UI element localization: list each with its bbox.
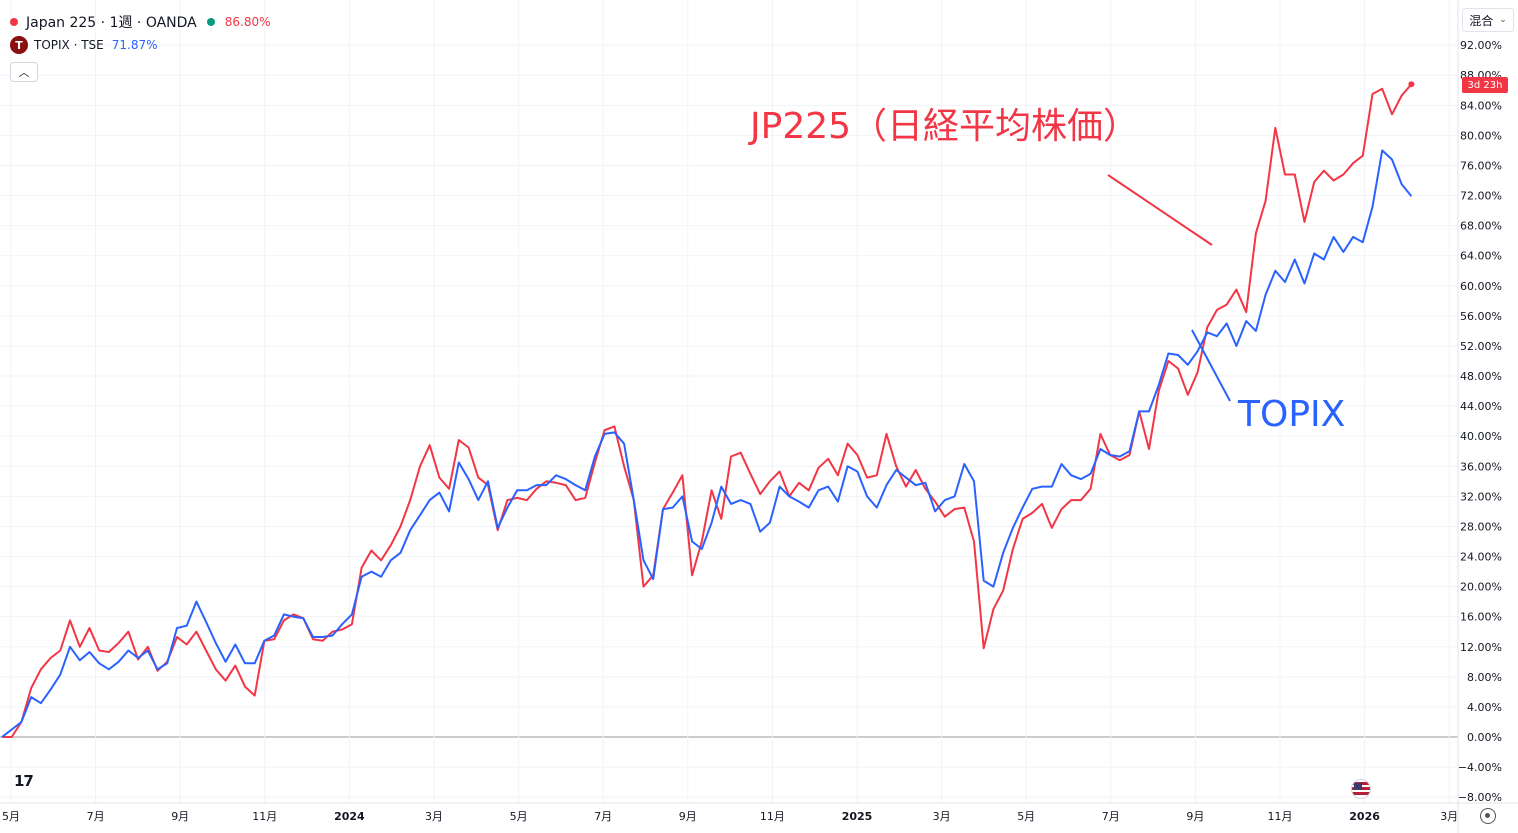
- compare-label: TOPIX · TSE: [34, 38, 104, 52]
- y-tick-label: 52.00%: [1460, 340, 1502, 353]
- y-tick-label: 24.00%: [1460, 551, 1502, 564]
- legend-main[interactable]: Japan 225 · 1週 · OANDA 86.80%: [10, 12, 271, 32]
- y-tick-label: 0.00%: [1467, 731, 1502, 744]
- tradingview-logo-icon[interactable]: 17: [14, 772, 34, 790]
- x-tick-label: 7月: [1102, 810, 1120, 823]
- jp225-annotation-label: JP225（日経平均株価）: [748, 106, 1139, 147]
- x-tick-label: 9月: [1186, 810, 1204, 823]
- y-tick-label: 32.00%: [1460, 490, 1502, 503]
- x-tick-label: 2026: [1349, 810, 1380, 823]
- y-tick-label: 44.00%: [1460, 400, 1502, 413]
- topix-series-line: [1, 149, 1413, 738]
- compare-value: 71.87%: [111, 38, 158, 52]
- legend-compare[interactable]: T TOPIX · TSE 71.87%: [10, 36, 158, 54]
- x-tick-label: 3月: [425, 810, 443, 823]
- y-tick-label: 60.00%: [1460, 280, 1502, 293]
- topix-annotation-arrow: [1191, 329, 1231, 402]
- y-tick-label: 72.00%: [1460, 190, 1502, 203]
- jp225-last-point: [1408, 81, 1415, 88]
- jp225-series-line: [2, 83, 1413, 738]
- x-tick-label: 9月: [679, 810, 697, 823]
- y-tick-label: 16.00%: [1460, 611, 1502, 624]
- x-tick-label: 3月: [933, 810, 951, 823]
- x-tick-label: 2025: [842, 810, 873, 823]
- chevron-down-icon: ⌄: [1499, 15, 1507, 25]
- topix-annotation-label: TOPIX: [1237, 394, 1345, 435]
- y-tick-label: 40.00%: [1460, 430, 1502, 443]
- x-tick-label: 9月: [171, 810, 189, 823]
- topix-logo-icon: T: [10, 36, 28, 54]
- y-tick-label: −8.00%: [1458, 791, 1502, 804]
- y-tick-label: 8.00%: [1467, 671, 1502, 684]
- x-tick-label: 5月: [510, 810, 528, 823]
- scale-mode-label: 混合: [1469, 13, 1494, 28]
- x-tick-label: 7月: [87, 810, 105, 823]
- x-tick-label: 2024: [334, 810, 365, 823]
- y-tick-label: 64.00%: [1460, 250, 1502, 263]
- y-tick-label: 56.00%: [1460, 310, 1502, 323]
- y-tick-label: 28.00%: [1460, 520, 1502, 533]
- x-tick-label: 7月: [594, 810, 612, 823]
- bar-countdown-tag: 3d 23h: [1462, 77, 1508, 93]
- x-tick-label: 5月: [1017, 810, 1035, 823]
- symbol-value: 86.80%: [224, 15, 271, 29]
- x-tick-label: 11月: [252, 810, 277, 823]
- settings-icon[interactable]: [1480, 808, 1496, 824]
- jp225-annotation-arrow: [1107, 174, 1213, 246]
- collapse-legend-button[interactable]: ︿: [10, 62, 38, 82]
- y-tick-label: 80.00%: [1460, 129, 1502, 142]
- symbol-label: Japan 225 · 1週 · OANDA: [26, 15, 197, 31]
- x-tick-label: 3月: [1440, 810, 1458, 823]
- y-tick-label: 12.00%: [1460, 641, 1502, 654]
- x-tick-label: 5月: [2, 810, 20, 823]
- series-color-dot: [10, 18, 18, 26]
- x-tick-label: 11月: [760, 810, 785, 823]
- x-tick-label: 11月: [1268, 810, 1293, 823]
- market-status-dot: [206, 18, 215, 26]
- y-tick-label: 84.00%: [1460, 99, 1502, 112]
- y-tick-label: 20.00%: [1460, 581, 1502, 594]
- y-tick-label: 36.00%: [1460, 460, 1502, 473]
- us-flag-icon[interactable]: [1351, 779, 1371, 799]
- y-tick-label: −4.00%: [1458, 761, 1502, 774]
- y-tick-label: 92.00%: [1460, 39, 1502, 52]
- y-tick-label: 48.00%: [1460, 370, 1502, 383]
- chevron-up-icon: ︿: [18, 66, 30, 79]
- y-tick-label: 68.00%: [1460, 220, 1502, 233]
- scale-mode-button[interactable]: 混合 ⌄: [1462, 8, 1514, 32]
- y-tick-label: 76.00%: [1460, 159, 1502, 172]
- y-tick-label: 4.00%: [1467, 701, 1502, 714]
